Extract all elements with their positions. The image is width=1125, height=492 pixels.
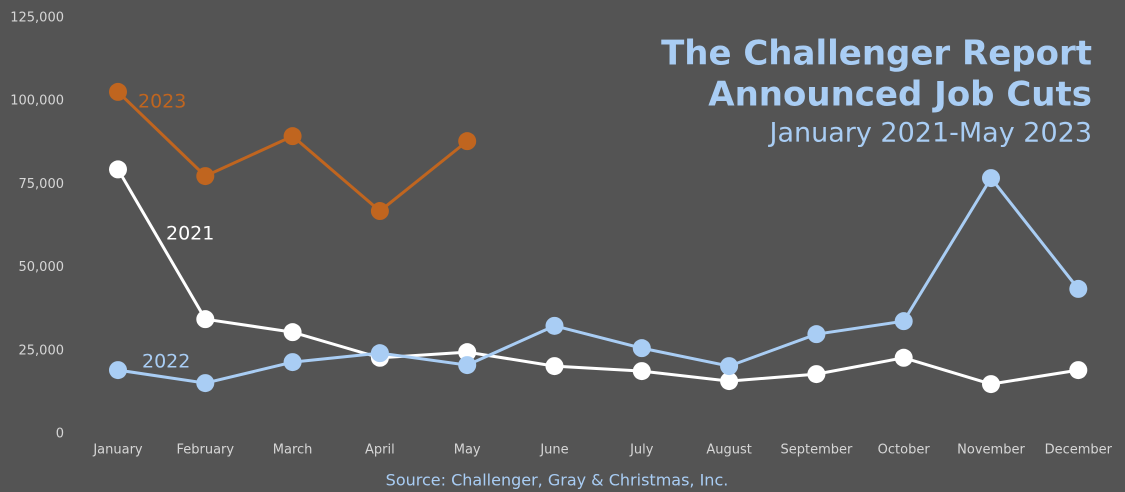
data-point <box>807 325 826 344</box>
data-point <box>982 169 1000 188</box>
data-point <box>109 160 127 179</box>
series-line <box>116 168 1079 386</box>
data-point <box>283 353 302 372</box>
data-point <box>982 375 1000 394</box>
chart-title: The Challenger Report <box>661 34 1092 74</box>
chart-subtitle: January 2021-May 2023 <box>767 118 1092 149</box>
series-label: 2023 <box>138 91 186 113</box>
data-point <box>545 357 564 376</box>
data-point <box>109 361 127 380</box>
y-tick-label: 75,000 <box>19 177 65 192</box>
x-tick-label: June <box>539 443 568 458</box>
x-tick-label: February <box>176 443 234 458</box>
data-point <box>632 362 651 381</box>
y-tick-label: 50,000 <box>19 260 65 275</box>
y-tick-label: 0 <box>56 427 64 442</box>
series-label: 2021 <box>166 223 214 245</box>
data-point <box>458 132 477 151</box>
data-point <box>1069 279 1088 298</box>
chart-title: Announced Job Cuts <box>708 75 1092 115</box>
data-point <box>894 312 913 331</box>
data-point <box>632 339 651 358</box>
series-label: 2022 <box>142 351 190 373</box>
data-point <box>283 323 302 342</box>
data-point <box>458 343 477 362</box>
x-tick-label: October <box>878 443 931 458</box>
x-tick-label: December <box>1045 443 1113 458</box>
x-tick-label: August <box>706 443 752 458</box>
data-point <box>720 372 739 391</box>
data-point <box>370 202 389 221</box>
data-point <box>109 82 127 101</box>
source: Source: Challenger, Gray & Christmas, In… <box>386 471 729 490</box>
data-point <box>720 357 739 376</box>
x-tick-label: March <box>273 443 313 458</box>
data-point <box>283 127 302 146</box>
x-tick-label: May <box>454 443 481 458</box>
x-tick-label: January <box>92 443 143 458</box>
data-point <box>1069 361 1088 380</box>
x-tick-label: November <box>957 443 1025 458</box>
series-line <box>117 175 1080 385</box>
data-point <box>196 374 215 393</box>
y-tick-label: 125,000 <box>10 11 64 26</box>
data-point <box>545 316 564 335</box>
data-point <box>807 365 826 384</box>
x-tick-label: September <box>780 443 853 458</box>
x-tick-label: July <box>629 443 654 458</box>
x-tick-label: April <box>365 443 395 458</box>
data-point <box>894 348 913 367</box>
data-point <box>196 167 215 186</box>
y-tick-label: 25,000 <box>19 343 65 358</box>
y-tick-label: 100,000 <box>10 94 64 109</box>
data-point <box>458 356 477 375</box>
data-point <box>370 344 389 363</box>
data-point <box>196 310 215 329</box>
